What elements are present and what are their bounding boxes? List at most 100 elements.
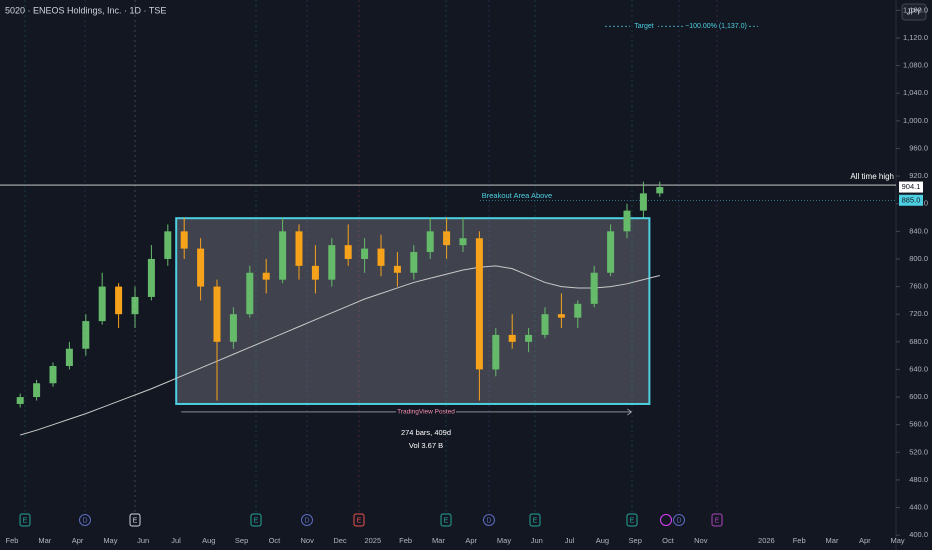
measure-bg <box>396 406 456 417</box>
candle-body <box>459 238 467 246</box>
event-label: E <box>254 517 259 524</box>
candle-body <box>590 272 598 304</box>
last-price: 904.1 <box>902 182 921 191</box>
y-tick-label: 1,160.0 <box>903 5 928 14</box>
y-tick-label: 1,080.0 <box>903 61 928 70</box>
y-tick-label: 760.0 <box>909 282 928 291</box>
split-icon <box>660 514 672 526</box>
x-tick-label: Mar <box>38 536 51 545</box>
x-tick-label: Aug <box>596 536 609 545</box>
y-tick-label: 920.0 <box>909 171 928 180</box>
y-tick-label: 720.0 <box>909 309 928 318</box>
currency[interactable]: JPY <box>907 8 922 17</box>
candle-body <box>213 286 221 342</box>
candle-body <box>557 314 565 318</box>
event-label: E <box>444 517 449 524</box>
x-tick-label: Apr <box>859 536 871 545</box>
candle-body <box>180 231 188 249</box>
event-icon <box>250 513 262 527</box>
candle-body <box>328 245 336 280</box>
currency-button[interactable] <box>901 3 927 21</box>
candle-body <box>410 252 418 273</box>
event-icon <box>673 514 685 526</box>
x-tick-label: Oct <box>662 536 675 545</box>
line-price-bg <box>899 194 923 206</box>
breakout-label: Breakout Area Above <box>482 191 552 200</box>
x-tick-label: Mar <box>826 536 839 545</box>
y-tick-label: 840.0 <box>909 226 928 235</box>
y-tick-label: 1,040.0 <box>903 88 928 97</box>
y-tick-label: 600.0 <box>909 392 928 401</box>
candle-body <box>361 248 369 259</box>
candle-body <box>623 210 631 232</box>
chart-title: 5020 · ENEOS Holdings, Inc. · 1D · TSE <box>5 5 166 15</box>
target-name: Target <box>634 23 654 30</box>
x-tick-label: Dec <box>333 536 347 545</box>
event-label: E <box>133 517 138 524</box>
event-icon <box>483 514 495 526</box>
x-tick-label: Oct <box>269 536 282 545</box>
candle-body <box>262 272 270 280</box>
moving-average <box>20 265 660 436</box>
candle-body <box>393 265 401 273</box>
candle-body <box>443 231 451 246</box>
event-label: E <box>23 517 28 524</box>
event-label: E <box>357 517 362 524</box>
event-label: D <box>304 517 309 524</box>
x-tick-label: Nov <box>694 536 708 545</box>
y-tick-label: 640.0 <box>909 364 928 373</box>
target-label: −100.00% (1,137.0) <box>685 23 747 30</box>
x-tick-label: Aug <box>202 536 215 545</box>
y-tick-label: 520.0 <box>909 447 928 456</box>
candle-body <box>541 314 549 335</box>
x-tick-label: 2026 <box>758 536 775 545</box>
event-label: E <box>715 517 720 524</box>
event-icon <box>79 514 91 526</box>
candle-body <box>377 248 385 266</box>
y-tick-label: 800.0 <box>909 254 928 263</box>
x-tick-label: Jul <box>171 536 181 545</box>
target-bg1 <box>630 21 658 32</box>
target-bg2 <box>684 21 748 32</box>
candle-body <box>16 397 24 404</box>
event-label: D <box>82 517 87 524</box>
candle-body <box>426 231 434 253</box>
y-tick-label: 1,000.0 <box>903 116 928 125</box>
range-box <box>175 217 651 405</box>
candle-body <box>492 334 500 370</box>
event-label: E <box>533 517 538 524</box>
x-tick-label: Apr <box>465 536 477 545</box>
candle-body <box>115 286 123 315</box>
candle-body <box>147 258 155 297</box>
candle-body <box>311 265 319 280</box>
event-icon <box>626 513 638 527</box>
y-tick-label: 960.0 <box>909 143 928 152</box>
candle-body <box>49 365 57 384</box>
measure-stat: Vol 3.67 B <box>409 441 443 450</box>
x-tick-label: May <box>891 536 905 545</box>
y-tick-label: 480.0 <box>909 475 928 484</box>
x-tick-label: Feb <box>793 536 806 545</box>
x-tick-label: Mar <box>432 536 445 545</box>
event-icon <box>440 513 452 527</box>
y-tick-label: 680.0 <box>909 337 928 346</box>
candle-body <box>246 272 254 315</box>
y-tick-label: 1,120.0 <box>903 33 928 42</box>
candle-body <box>229 314 237 342</box>
candle-body <box>639 193 647 211</box>
x-tick-label: Feb <box>6 536 19 545</box>
candle-body <box>344 245 352 259</box>
candle-body <box>656 187 664 194</box>
x-tick-label: 2025 <box>364 536 381 545</box>
candle-body <box>98 286 106 322</box>
candle-body <box>164 231 172 259</box>
candle-body <box>197 248 205 287</box>
x-tick-label: May <box>497 536 511 545</box>
measure-label: TradingView Posted <box>397 409 455 416</box>
x-tick-label: Jul <box>565 536 575 545</box>
x-tick-label: Jun <box>137 536 149 545</box>
candle-body <box>33 383 41 398</box>
x-tick-label: Apr <box>72 536 84 545</box>
